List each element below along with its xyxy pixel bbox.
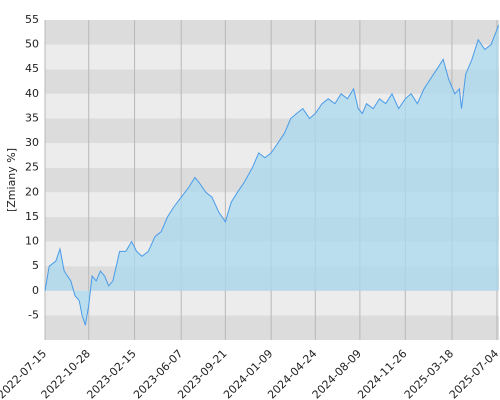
band bbox=[45, 20, 499, 45]
y-tick-label: 20 bbox=[25, 185, 39, 198]
y-tick-label: 40 bbox=[25, 87, 39, 100]
y-tick-label: 55 bbox=[25, 13, 39, 26]
band bbox=[45, 315, 499, 340]
band bbox=[45, 290, 499, 316]
y-tick-label: 50 bbox=[25, 38, 39, 51]
y-tick-label: 45 bbox=[25, 62, 39, 75]
y-tick-label: 0 bbox=[32, 284, 39, 297]
y-tick-label: 5 bbox=[32, 259, 39, 272]
y-tick-label: -5 bbox=[28, 308, 39, 321]
y-tick-label: 25 bbox=[25, 161, 39, 174]
y-axis-title: [Zmiany %] bbox=[5, 148, 18, 212]
area-fill bbox=[45, 24, 499, 326]
band bbox=[45, 44, 499, 70]
line bbox=[44, 24, 500, 326]
y-tick-label: 35 bbox=[25, 111, 39, 124]
y-tick-label: 10 bbox=[25, 235, 39, 248]
y-tick-label: 30 bbox=[25, 136, 39, 149]
y-tick-label: 15 bbox=[25, 210, 39, 223]
